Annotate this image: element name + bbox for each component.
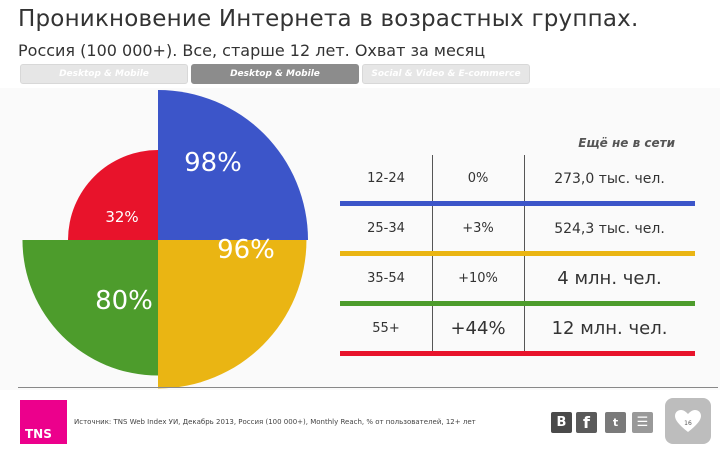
page-title: Проникновение Интернета в возрастных гру… — [18, 6, 639, 32]
facebook-icon[interactable]: f — [576, 412, 597, 433]
footer-divider — [18, 387, 718, 388]
table-row: 25-34 +3% 524,3 тыс. чел. — [340, 206, 695, 256]
age-cell: 35-54 — [367, 271, 405, 286]
pie-label-2: 96% — [217, 235, 275, 265]
age-cell: 12-24 — [367, 171, 405, 186]
tab-social-video-ecommerce[interactable]: Social & Video & E-commerce — [362, 64, 530, 84]
pie-segment-2 — [158, 240, 307, 389]
row-color-line — [340, 301, 695, 306]
age-cell: 25-34 — [367, 221, 405, 236]
pie-label-1: 98% — [184, 148, 242, 178]
table-row: 55+ +44% 12 млн. чел. — [340, 306, 695, 356]
tab-desktop-mobile-active[interactable]: Desktop & Mobile — [191, 64, 359, 84]
page-badge: 16 — [665, 398, 711, 444]
polar-area-chart: 98% 96% 80% 32% — [22, 90, 308, 389]
twitter-icon[interactable]: t — [605, 412, 626, 433]
page-number: 16 — [684, 420, 692, 427]
pie-label-4: 32% — [105, 208, 138, 226]
tab-desktop-mobile-1[interactable]: Desktop & Mobile — [20, 64, 188, 84]
page-subtitle: Россия (100 000+). Все, старше 12 лет. О… — [18, 41, 486, 60]
table-row: 35-54 +10% 4 млн. чел. — [340, 256, 695, 306]
pie-label-3: 80% — [95, 286, 153, 316]
growth-cell: 0% — [467, 171, 489, 186]
pie-segment-1 — [158, 90, 308, 240]
age-cell: 55+ — [372, 321, 400, 336]
offline-cell: 273,0 тыс. чел. — [554, 171, 665, 187]
table-row: 12-24 0% 273,0 тыс. чел. — [340, 156, 695, 206]
offline-cell: 4 млн. чел. — [557, 268, 662, 289]
pie-segment-4 — [68, 150, 158, 240]
source-note: Источник: TNS Web Index УИ, Декабрь 2013… — [74, 418, 476, 426]
row-color-line — [340, 351, 695, 356]
growth-cell: +3% — [462, 221, 494, 236]
offline-cell: 12 млн. чел. — [551, 318, 668, 339]
rss-icon[interactable]: ☰ — [632, 412, 653, 433]
growth-cell: +44% — [450, 318, 506, 339]
vk-icon[interactable]: B — [551, 412, 572, 433]
pie-segment-3 — [22, 240, 158, 376]
heart-icon — [675, 410, 701, 432]
table-header-offline: Ещё не в сети — [578, 136, 675, 150]
logo-text: TNS — [25, 427, 52, 441]
row-color-line — [340, 251, 695, 256]
tns-logo: TNS — [20, 400, 67, 444]
offline-cell: 524,3 тыс. чел. — [554, 221, 665, 237]
row-color-line — [340, 201, 695, 206]
growth-cell: +10% — [458, 271, 498, 286]
